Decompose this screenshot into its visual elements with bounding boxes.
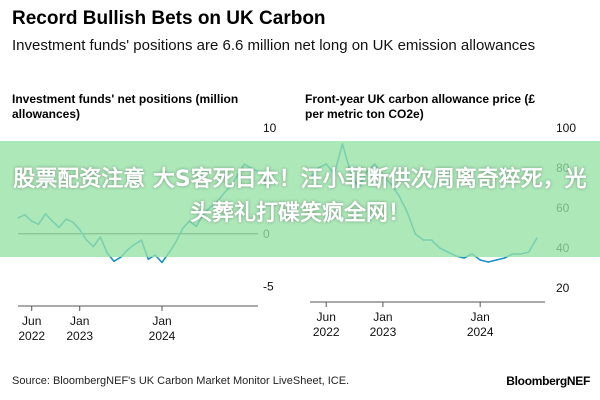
overlay-banner-text: 股票配资注意 大S客死日本！汪小菲断供次周离奇猝死，光头葬礼打碟笑疯全网！ — [13, 167, 587, 226]
left-data-point — [161, 261, 163, 264]
left-x-tick-month: Jun — [22, 314, 41, 328]
right-data-point — [487, 261, 490, 263]
source-note: Source: BloombergNEF's UK Carbon Market … — [12, 375, 350, 387]
right-x-tick-year: 2023 — [370, 325, 397, 339]
overlay-banner — [0, 141, 600, 257]
right-data-point — [479, 259, 482, 261]
left-x-tick-month: Jan — [152, 314, 171, 328]
left-data-point — [147, 258, 150, 261]
left-panel-title: Investment funds' net positions (million… — [12, 92, 239, 121]
left-data-point — [113, 260, 115, 263]
right-panel-title: Front-year UK carbon allowance price (£ … — [305, 92, 536, 121]
right-x-tick-month: Jan — [373, 310, 392, 324]
right-data-point — [495, 259, 498, 261]
right-x-tick-month: Jan — [470, 310, 489, 324]
left-y-tick-label: -5 — [263, 280, 274, 294]
brand-logo: BloombergNEF — [506, 374, 590, 388]
right-data-point — [503, 257, 506, 259]
right-x-tick-year: 2024 — [467, 325, 494, 339]
right-y-tick-label: 100 — [556, 121, 576, 135]
chart-title: Record Bullish Bets on UK Carbon — [12, 8, 326, 29]
right-x-tick-month: Jun — [317, 310, 336, 324]
chart-subtitle: Investment funds' positions are 6.6 mill… — [12, 37, 536, 54]
left-y-tick-label: 10 — [263, 121, 277, 135]
left-x-tick-month: Jan — [70, 314, 89, 328]
left-x-tick-year: 2024 — [149, 329, 176, 343]
left-x-tick-year: 2022 — [18, 329, 45, 343]
right-y-tick-label: 20 — [556, 281, 570, 295]
left-x-tick-year: 2023 — [66, 329, 93, 343]
right-data-point — [463, 257, 465, 259]
right-x-tick-year: 2022 — [313, 325, 340, 339]
